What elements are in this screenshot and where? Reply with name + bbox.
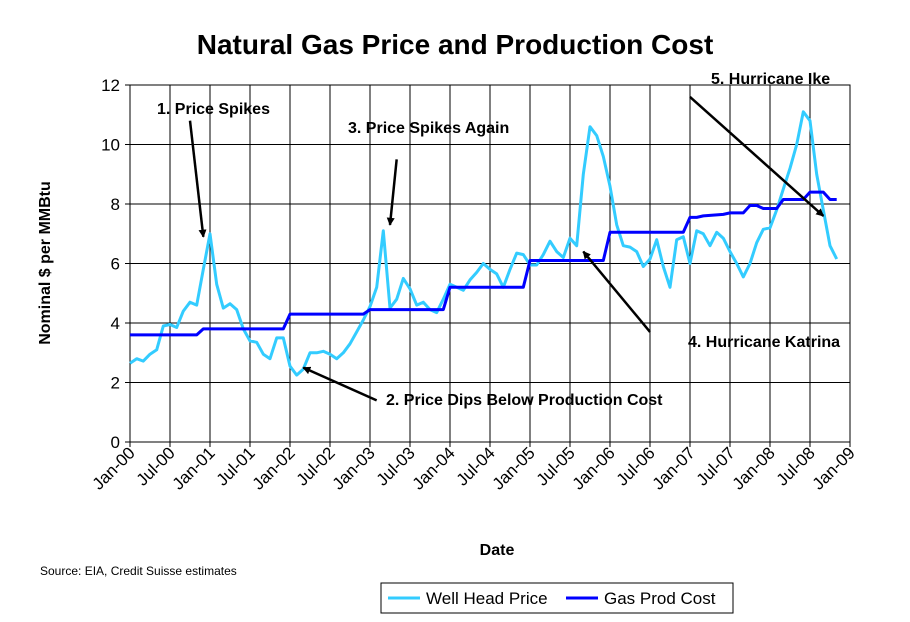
y-tick-label: 8 — [111, 195, 120, 214]
series-line-well-head-price — [129, 110, 839, 377]
series-lines — [129, 110, 839, 377]
x-tick-label: Jan-01 — [169, 443, 219, 493]
source-note: Source: EIA, Credit Suisse estimates — [40, 564, 237, 578]
x-tick-label: Jan-03 — [329, 443, 379, 493]
chart-title: Natural Gas Price and Production Cost — [197, 29, 714, 60]
annotation-arrow-a4 — [582, 250, 651, 333]
y-tick-label: 0 — [111, 433, 120, 452]
annotation-label-a4: 4. Hurricane Katrina — [688, 334, 840, 351]
y-axis-ticks: 0 2 4 6 8 10 12 — [101, 76, 130, 452]
annotation-label-a2: 2. Price Dips Below Production Cost — [386, 392, 663, 409]
x-axis-ticks: Jan-00Jul-00Jan-01Jul-01Jan-02Jul-02Jan-… — [89, 442, 859, 494]
annotation-arrow-a3 — [386, 159, 398, 226]
x-tick-label: Jan-04 — [409, 443, 459, 493]
x-tick-label: Jan-02 — [249, 443, 299, 493]
series-line-gas-prod-cost — [130, 190, 837, 337]
y-axis-label: Nominal $ per MMBtu — [37, 181, 54, 345]
annotation-arrow-a2 — [302, 366, 378, 402]
x-tick-label: Jan-07 — [649, 443, 699, 493]
annotation-arrow-a5 — [689, 95, 825, 217]
annotation-label-a5: 5. Hurricane Ike — [711, 71, 830, 88]
legend-box — [380, 582, 734, 614]
y-tick-label: 12 — [101, 76, 120, 95]
legend-label-gas-prod-cost: Gas Prod Cost — [604, 589, 716, 608]
x-tick-label: Jan-06 — [569, 443, 619, 493]
x-tick-label: Jan-05 — [489, 443, 539, 493]
legend-label-well-head-price: Well Head Price — [426, 589, 548, 608]
annotations: 1. Price Spikes 2. Price Dips Below Produ… — [157, 71, 840, 409]
annotation-label-a1: 1. Price Spikes — [157, 101, 270, 118]
annotation-arrow-a1 — [188, 120, 207, 238]
y-tick-label: 2 — [111, 374, 120, 393]
y-tick-label: 6 — [111, 255, 120, 274]
y-tick-label: 4 — [111, 314, 120, 333]
x-tick-label: Jan-09 — [809, 443, 859, 493]
x-axis-label: Date — [480, 542, 515, 559]
x-tick-label: Jan-08 — [729, 443, 779, 493]
annotation-label-a3: 3. Price Spikes Again — [348, 120, 509, 137]
y-tick-label: 10 — [101, 136, 120, 155]
legend: Well Head Price Gas Prod Cost — [380, 582, 734, 614]
